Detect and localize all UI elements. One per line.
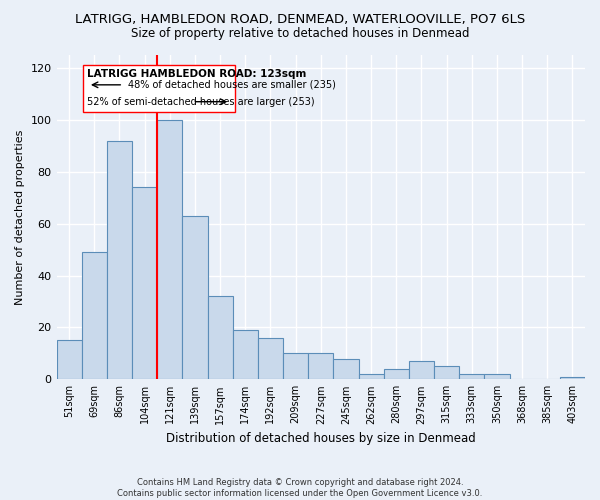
Bar: [560, 376, 585, 380]
Bar: [182, 216, 208, 380]
Bar: [132, 188, 157, 380]
Bar: [434, 366, 459, 380]
Bar: [82, 252, 107, 380]
Bar: [334, 358, 359, 380]
Bar: [258, 338, 283, 380]
Text: LATRIGG, HAMBLEDON ROAD, DENMEAD, WATERLOOVILLE, PO7 6LS: LATRIGG, HAMBLEDON ROAD, DENMEAD, WATERL…: [75, 12, 525, 26]
Bar: [83, 66, 235, 112]
Bar: [107, 140, 132, 380]
Bar: [208, 296, 233, 380]
Bar: [359, 374, 383, 380]
Bar: [383, 369, 409, 380]
X-axis label: Distribution of detached houses by size in Denmead: Distribution of detached houses by size …: [166, 432, 476, 445]
Text: 52% of semi-detached houses are larger (253): 52% of semi-detached houses are larger (…: [87, 96, 314, 106]
Bar: [409, 361, 434, 380]
Text: Contains HM Land Registry data © Crown copyright and database right 2024.
Contai: Contains HM Land Registry data © Crown c…: [118, 478, 482, 498]
Bar: [283, 354, 308, 380]
Bar: [459, 374, 484, 380]
Bar: [157, 120, 182, 380]
Text: LATRIGG HAMBLEDON ROAD: 123sqm: LATRIGG HAMBLEDON ROAD: 123sqm: [87, 70, 306, 80]
Bar: [233, 330, 258, 380]
Bar: [56, 340, 82, 380]
Text: Size of property relative to detached houses in Denmead: Size of property relative to detached ho…: [131, 28, 469, 40]
Bar: [308, 354, 334, 380]
Bar: [484, 374, 509, 380]
Y-axis label: Number of detached properties: Number of detached properties: [15, 130, 25, 305]
Text: 48% of detached houses are smaller (235): 48% of detached houses are smaller (235): [128, 80, 336, 90]
